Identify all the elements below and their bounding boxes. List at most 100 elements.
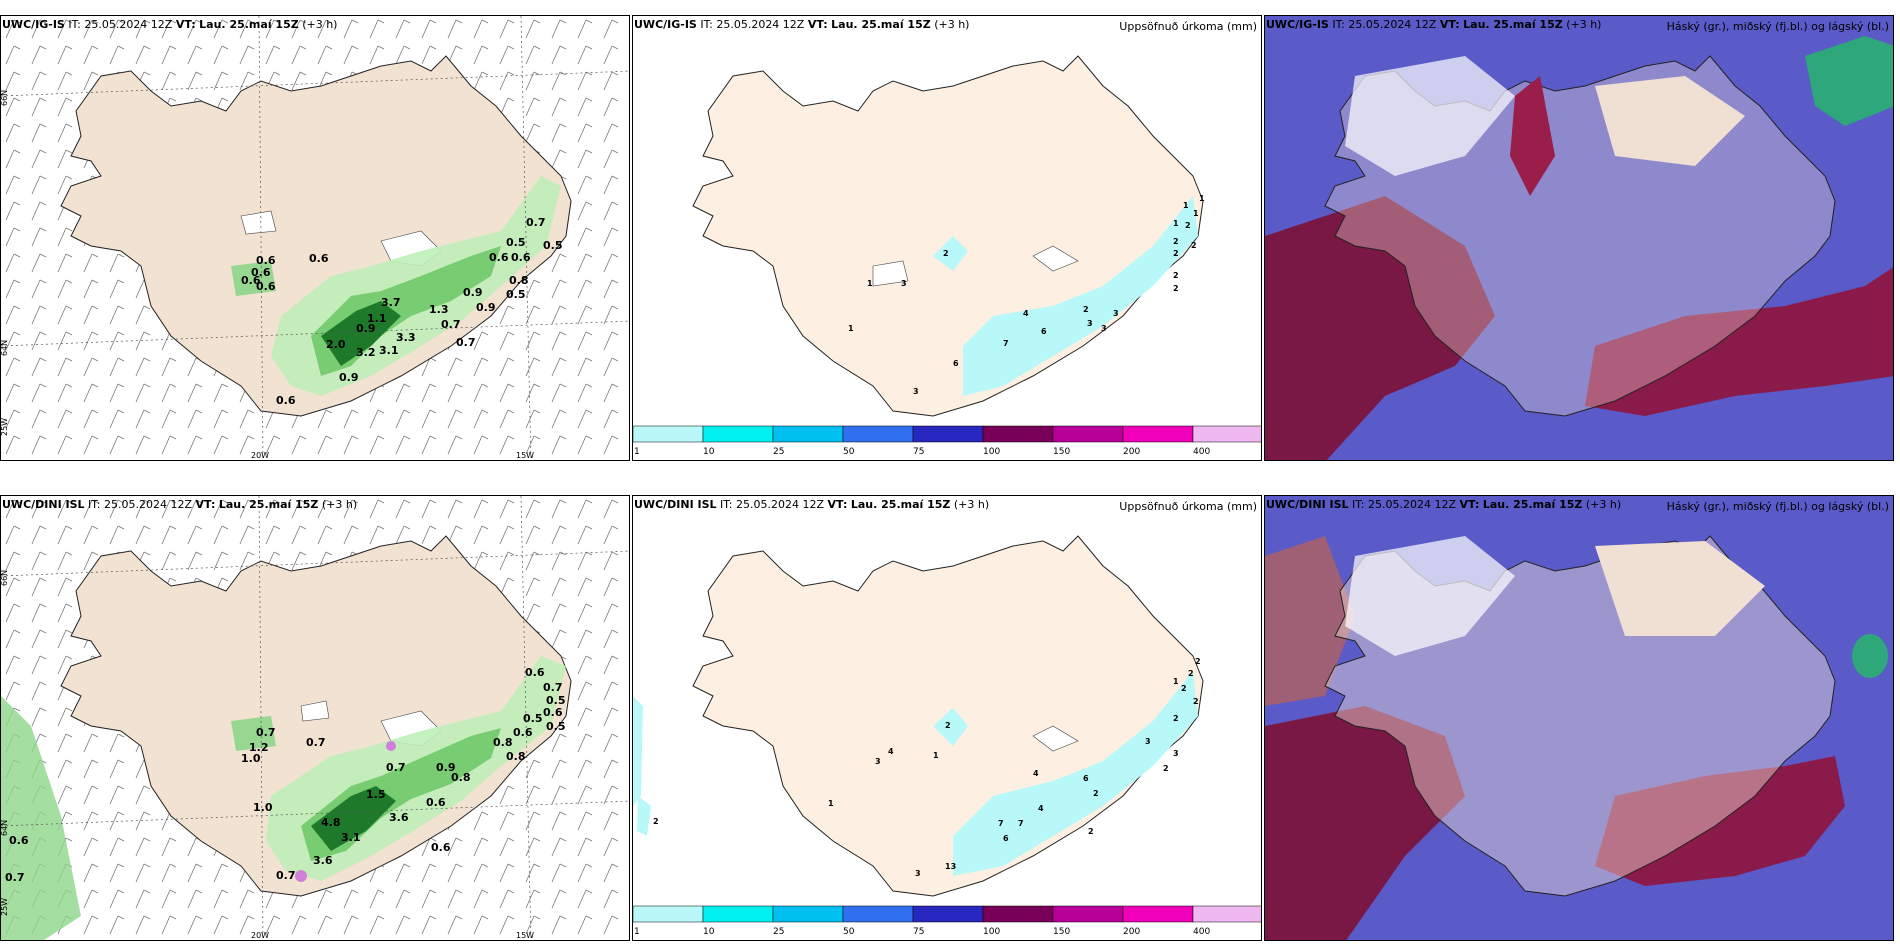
value-label: 0.9 xyxy=(476,301,496,314)
colorbar-tick: 150 xyxy=(1053,927,1070,937)
colorbar-tick: 75 xyxy=(913,447,924,457)
map-wind-bottom: 66N 64N 20W 15W 25W 0.7 1.2 1.0 0.7 1.0 … xyxy=(1,496,629,940)
lat-label-64n: 64N xyxy=(1,340,9,356)
colorbar-swatch xyxy=(1052,425,1124,443)
value-label: 6 xyxy=(1083,774,1089,783)
value-label: 3 xyxy=(1173,749,1179,758)
colorbar-swatch xyxy=(1192,425,1261,443)
value-label: 2 xyxy=(1083,305,1089,314)
colorbar-tick: 25 xyxy=(773,927,784,937)
value-label: 0.5 xyxy=(523,712,543,725)
colorbar-tick: 10 xyxy=(703,927,715,937)
value-label: 0.7 xyxy=(526,216,546,229)
vt-label: VT: xyxy=(195,498,216,511)
value-label: 1.3 xyxy=(429,303,449,316)
precip-values-bottom: 1 2 4 3 2 1 1 2 2 2 2 2 3 4 6 7 7 4 6 2 … xyxy=(653,657,1201,878)
value-label: 4 xyxy=(1023,309,1029,318)
colorbar-tick: 400 xyxy=(1193,927,1210,937)
value-label: 2.0 xyxy=(326,338,346,351)
colorbar-tick: 200 xyxy=(1123,447,1140,457)
value-label: 0.6 xyxy=(256,280,276,293)
value-label: 0.5 xyxy=(546,694,566,707)
colorbar-tick: 10 xyxy=(703,447,715,457)
lon-label-25w: 25W xyxy=(1,898,9,916)
value-label: 1 xyxy=(867,279,873,288)
value-label: 2 xyxy=(1173,249,1179,258)
vt-value: Lau. 25.maí 15Z xyxy=(1482,498,1583,511)
panel-precip-top: Uppsöfnuð úrkoma (mm) 1 2 3 1 1 2 1 1 1 … xyxy=(632,15,1262,461)
lead-time: (+3 h) xyxy=(953,498,990,511)
colorbar-tick: 1 xyxy=(634,927,640,937)
colorbar-tick: 100 xyxy=(983,927,1000,937)
value-label: 0.7 xyxy=(386,761,406,774)
value-label: 3.1 xyxy=(379,344,399,357)
model-name: UWC/IG-IS xyxy=(634,18,697,31)
wind-values-top: 0.6 0.6 0.6 0.6 0.6 0.7 0.5 0.5 0.6 0.6 … xyxy=(241,216,563,407)
value-label: 0.6 xyxy=(511,251,531,264)
value-label: 0.6 xyxy=(9,834,29,847)
map-cloud-top: Háský (gr.), miðský (fj.bl.) og lágský (… xyxy=(1265,16,1893,460)
value-label: 3 xyxy=(1087,319,1093,328)
value-label: 2 xyxy=(1173,714,1179,723)
lat-label-64n: 64N xyxy=(1,820,9,836)
value-label: 1 xyxy=(1183,201,1189,210)
it-label: IT: xyxy=(1332,18,1345,31)
wind-values-bottom: 0.7 1.2 1.0 0.7 1.0 0.7 0.5 0.6 0.5 0.5 … xyxy=(5,666,566,884)
value-label: 0.6 xyxy=(276,394,296,407)
value-label: 0.6 xyxy=(309,252,329,265)
value-label: 3.1 xyxy=(341,831,361,844)
colorbar-swatch xyxy=(633,905,704,923)
colorbar-tick: 25 xyxy=(773,447,784,457)
vt-value: Lau. 25.maí 15Z xyxy=(850,498,951,511)
it-label: IT: xyxy=(68,18,81,31)
vt-value: Lau. 25.maí 15Z xyxy=(218,498,319,511)
it-value: 25.05.2024 12Z xyxy=(1368,498,1457,511)
model-name: UWC/DINI ISL xyxy=(1266,498,1349,511)
vt-label: VT: xyxy=(1459,498,1480,511)
value-label: 0.6 xyxy=(525,666,545,679)
it-label: IT: xyxy=(720,498,733,511)
value-label: 2 xyxy=(1163,764,1169,773)
lat-label-66n: 66N xyxy=(1,90,9,106)
it-value: 25.05.2024 12Z xyxy=(84,18,173,31)
it-label: IT: xyxy=(700,18,713,31)
value-label: 2 xyxy=(945,721,951,730)
it-value: 25.05.2024 12Z xyxy=(104,498,193,511)
value-label: 2 xyxy=(1173,284,1179,293)
value-label: 6 xyxy=(953,359,959,368)
lead-time: (+3 h) xyxy=(934,18,970,31)
value-label: 2 xyxy=(1193,697,1199,706)
colorbar-tick: 50 xyxy=(843,927,855,937)
value-label: 0.9 xyxy=(463,286,483,299)
lat-label-66n: 66N xyxy=(1,570,9,586)
panel-cloud-bottom: Háský (gr.), miðský (fj.bl.) og lágský (… xyxy=(1264,495,1894,941)
value-label: 4.8 xyxy=(321,816,341,829)
model-name: UWC/IG-IS xyxy=(2,18,65,31)
title-precip: Uppsöfnuð úrkoma (mm) xyxy=(1119,500,1257,513)
value-label: 4 xyxy=(1033,769,1039,778)
value-label: 3.3 xyxy=(396,331,416,344)
it-label: IT: xyxy=(1352,498,1365,511)
value-label: 2 xyxy=(1188,669,1194,678)
value-label: 3.6 xyxy=(313,854,333,867)
title-cloud: Háský (gr.), miðský (fj.bl.) og lágský (… xyxy=(1667,20,1889,33)
colorbar-swatch xyxy=(912,425,984,443)
vt-value: Lau. 25.maí 15Z xyxy=(199,18,299,31)
panel-wind-bottom: 66N 64N 20W 15W 25W 0.7 1.2 1.0 0.7 1.0 … xyxy=(0,495,630,941)
value-label: 0.7 xyxy=(543,681,563,694)
colorbar-swatches xyxy=(633,905,1261,923)
panel-header: UWC/IG-IS IT: 25.05.2024 12Z VT: Lau. 25… xyxy=(633,16,1261,34)
value-label: 0.8 xyxy=(509,274,529,287)
value-label: 4 xyxy=(1038,804,1044,813)
value-label: 1 xyxy=(1193,209,1199,218)
value-label: 0.7 xyxy=(306,736,326,749)
colorbar-ticks: 1 10 25 50 75 100 150 200 400 xyxy=(634,447,1210,457)
value-label: 0.7 xyxy=(5,871,25,884)
colorbar-bottom: 1 10 25 50 75 100 150 200 400 xyxy=(633,905,1261,937)
lead-time: (+3 h) xyxy=(1566,18,1602,31)
value-label: 1.5 xyxy=(366,788,386,801)
value-label: 1 xyxy=(828,799,834,808)
lon-label-20w: 20W xyxy=(251,931,269,940)
value-label: 0.6 xyxy=(431,841,451,854)
lead-time: (+3 h) xyxy=(302,18,338,31)
